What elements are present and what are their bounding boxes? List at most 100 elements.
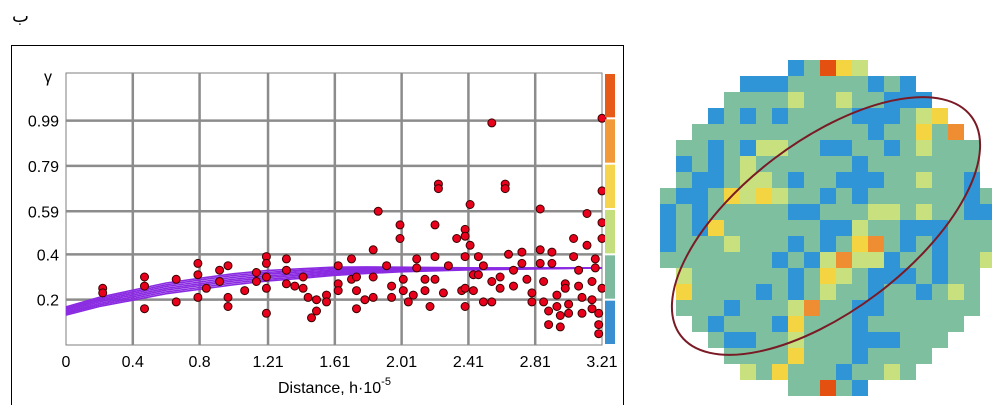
map-cell <box>804 268 820 284</box>
map-cell <box>820 380 836 396</box>
map-cell <box>804 140 820 156</box>
map-cell <box>868 204 884 220</box>
map-cell <box>852 76 868 92</box>
map-cell <box>756 140 772 156</box>
map-cell <box>772 348 788 364</box>
map-cell <box>948 300 964 316</box>
map-cell <box>692 316 708 332</box>
data-point <box>368 272 378 282</box>
map-cell <box>820 140 836 156</box>
data-point <box>171 297 181 307</box>
map-cell <box>852 204 868 220</box>
x-axis-label-exponent: -5 <box>381 376 391 388</box>
map-cell <box>820 316 836 332</box>
map-cell <box>852 364 868 380</box>
data-point <box>535 258 545 268</box>
data-point <box>223 302 233 311</box>
map-cell <box>724 236 740 252</box>
map-cell <box>660 252 676 268</box>
map-cell <box>884 252 900 268</box>
map-cell <box>868 156 884 172</box>
map-cell <box>836 236 852 252</box>
map-cell <box>836 220 852 236</box>
map-cell <box>724 332 740 348</box>
map-cell <box>772 300 788 316</box>
map-cell <box>948 140 964 156</box>
data-point <box>251 268 261 277</box>
data-point <box>347 254 356 264</box>
panel-label: ب <box>12 6 29 26</box>
data-point <box>261 258 271 268</box>
map-cell <box>788 348 804 364</box>
map-cell <box>868 236 884 252</box>
map-cell <box>676 156 692 172</box>
map-cell <box>740 140 756 156</box>
map-cell <box>916 172 932 188</box>
map-cell <box>852 268 868 284</box>
map-cell <box>900 76 916 92</box>
map-cell <box>708 108 724 124</box>
map-cell <box>900 332 916 348</box>
map-cell <box>756 364 772 380</box>
map-cell <box>900 252 916 268</box>
x-tick-label: 0 <box>62 354 71 371</box>
map-cell <box>772 204 788 220</box>
data-point <box>522 274 532 284</box>
data-point <box>312 295 321 305</box>
data-point <box>360 295 370 305</box>
data-point <box>387 281 397 291</box>
y-tick-label: 0.59 <box>28 204 59 221</box>
data-point <box>193 292 203 302</box>
data-point <box>333 261 343 271</box>
map-cell <box>804 252 820 268</box>
x-tick-label: 1.21 <box>252 354 283 371</box>
map-cell <box>708 268 724 284</box>
data-point <box>312 306 321 316</box>
data-point <box>574 281 584 291</box>
map-cell <box>932 204 948 220</box>
map-cell <box>788 60 804 76</box>
map-cell <box>708 172 724 188</box>
map-cell <box>852 380 868 396</box>
map-cell <box>900 204 916 220</box>
data-point <box>398 286 408 296</box>
data-point <box>240 286 250 296</box>
data-point <box>395 220 405 230</box>
map-cell <box>756 252 772 268</box>
map-cell <box>804 300 820 316</box>
map-cell <box>788 92 804 108</box>
data-point <box>460 283 470 293</box>
x-tick-label: 0.4 <box>122 354 144 371</box>
map-cell <box>916 348 932 364</box>
map-cell <box>932 284 948 300</box>
colorbar-segment <box>605 164 615 208</box>
data-point <box>465 240 475 250</box>
map-cell <box>900 268 916 284</box>
tick-labels: 0 0.4 0.8 1.21 1.61 2.01 2.41 2.81 3.21 0.2 0.4 0.5… <box>28 114 618 371</box>
map-cell <box>724 172 740 188</box>
map-cell <box>980 252 992 268</box>
map-cell <box>916 332 932 348</box>
data-point <box>597 283 607 293</box>
map-cell <box>884 108 900 124</box>
map-cell <box>724 108 740 124</box>
map-cell <box>900 348 916 364</box>
map-cell <box>740 268 756 284</box>
colorbar-segment <box>605 74 615 118</box>
map-cell <box>708 140 724 156</box>
map-cell <box>820 172 836 188</box>
map-cell <box>772 284 788 300</box>
data-point <box>509 265 518 275</box>
map-cell <box>852 316 868 332</box>
map-cell <box>948 236 964 252</box>
data-point <box>473 252 483 262</box>
map-cell <box>932 316 948 332</box>
map-cell <box>756 284 772 300</box>
map-cell <box>836 364 852 380</box>
map-cell <box>692 204 708 220</box>
map-cell <box>660 188 676 204</box>
map-cell <box>772 220 788 236</box>
map-cell <box>948 156 964 172</box>
map-cell <box>788 108 804 124</box>
map-cell <box>900 108 916 124</box>
